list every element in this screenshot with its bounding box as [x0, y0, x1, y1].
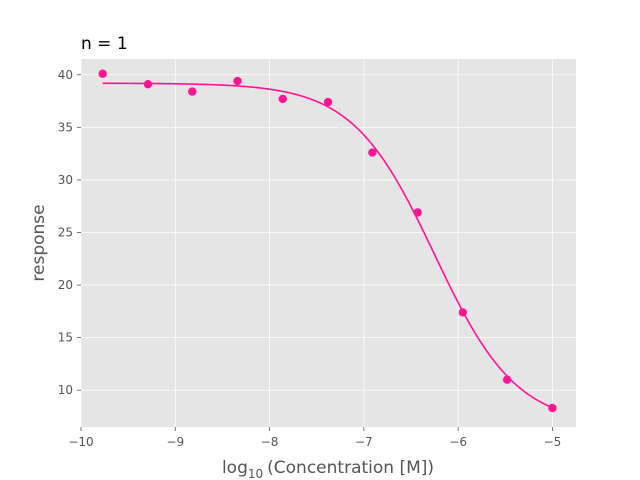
- x-axis-label: log10 (Concentration [M]): [222, 458, 434, 480]
- y-tick-label: 15: [58, 331, 73, 345]
- x-tick-label: −6: [449, 435, 467, 449]
- y-tick-label: 35: [58, 120, 73, 134]
- data-point: [143, 80, 153, 89]
- x-tick-label: −5: [544, 435, 562, 449]
- y-tick-label: 20: [58, 278, 73, 292]
- y-tick-label: 40: [58, 68, 73, 82]
- data-point: [323, 97, 333, 107]
- x-tick-label: −10: [68, 435, 93, 449]
- data-points: [98, 69, 557, 413]
- plot-area: [81, 59, 576, 427]
- fit-layer: [102, 82, 553, 409]
- data-point: [458, 308, 468, 317]
- data-point: [188, 87, 197, 96]
- grid: [80, 59, 576, 427]
- x-tick-label: −7: [355, 435, 373, 449]
- y-tick-label: 10: [58, 383, 73, 397]
- x-axis-ticks: −10 −9 −8 −7 −6 −5: [68, 427, 561, 449]
- x-tick-label: −8: [261, 435, 279, 449]
- data-point: [98, 69, 107, 78]
- data-point: [278, 94, 287, 104]
- y-axis-ticks: 10 15 20 25 30 35 40: [58, 68, 81, 397]
- x-axis-label-suffix: (Concentration [M]): [267, 458, 434, 478]
- y-tick-label: 25: [58, 225, 73, 239]
- y-axis-label: response: [29, 204, 49, 281]
- fit-curve: [102, 82, 553, 409]
- y-tick-label: 30: [58, 173, 73, 187]
- x-axis-label-subscript: 10: [248, 467, 263, 480]
- data-point: [233, 76, 242, 86]
- data-point: [368, 148, 377, 157]
- chart-title: n = 1: [81, 34, 128, 54]
- data-point: [413, 208, 422, 217]
- data-point: [548, 403, 557, 413]
- x-tick-label: −9: [166, 435, 184, 449]
- data-point: [502, 375, 512, 384]
- x-axis-label-prefix: log: [222, 458, 248, 478]
